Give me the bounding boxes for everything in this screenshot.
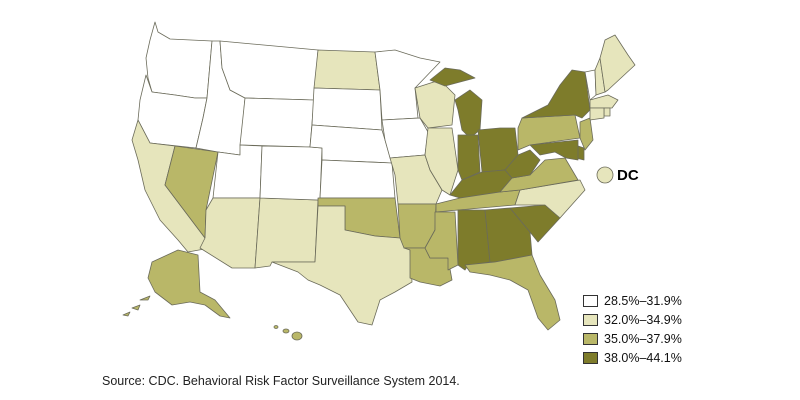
legend-label: 35.0%–37.9%: [604, 331, 682, 346]
source-note: Source: CDC. Behavioral Risk Factor Surv…: [102, 374, 460, 388]
state-HI: [291, 331, 303, 341]
state-WY: [239, 97, 315, 148]
state-IN: [457, 134, 481, 181]
state-ME: [599, 34, 636, 93]
state-IA: [381, 117, 429, 159]
state-SD: [311, 87, 383, 131]
state-ND: [313, 49, 381, 91]
legend-label: 28.5%–31.9%: [604, 293, 682, 308]
dc-marker: [596, 166, 614, 184]
legend-item: 32.0%–34.9%: [583, 310, 682, 329]
state-RI: [603, 107, 611, 117]
state-HI-2: [282, 328, 290, 334]
state-HI-3: [273, 325, 279, 329]
state-FL: [464, 254, 561, 331]
state-MI: [454, 89, 483, 139]
legend: 28.5%–31.9% 32.0%–34.9% 35.0%–37.9% 38.0…: [583, 291, 682, 367]
state-MT: [219, 40, 319, 101]
state-MI-up: [429, 67, 476, 87]
legend-swatch: [583, 351, 598, 364]
legend-swatch: [583, 332, 598, 345]
state-AL: [457, 209, 491, 271]
state-WV: [504, 149, 541, 179]
state-AK: [147, 249, 231, 319]
state-KS: [319, 159, 396, 199]
alaska-islands: [122, 295, 151, 317]
state-TX: [271, 205, 413, 326]
legend-swatch: [583, 313, 598, 326]
legend-item: 28.5%–31.9%: [583, 291, 682, 310]
legend-item: 35.0%–37.9%: [583, 329, 682, 348]
dc-label: DC: [617, 167, 639, 184]
state-NM: [254, 197, 319, 269]
state-MA: [589, 94, 619, 109]
state-NE: [309, 124, 393, 164]
state-NJ: [579, 117, 594, 151]
state-MD: [529, 139, 579, 161]
legend-item: 38.0%–44.1%: [583, 348, 682, 367]
legend-label: 38.0%–44.1%: [604, 350, 682, 365]
state-SC: [509, 204, 561, 243]
state-CO: [259, 145, 323, 201]
state-AZ: [199, 197, 261, 269]
state-CT: [589, 107, 605, 121]
state-NY: [521, 69, 591, 119]
state-MS: [424, 211, 459, 271]
state-IL: [424, 127, 459, 196]
legend-label: 32.0%–34.9%: [604, 312, 682, 327]
legend-swatch: [583, 294, 598, 307]
state-WA: [145, 21, 213, 99]
